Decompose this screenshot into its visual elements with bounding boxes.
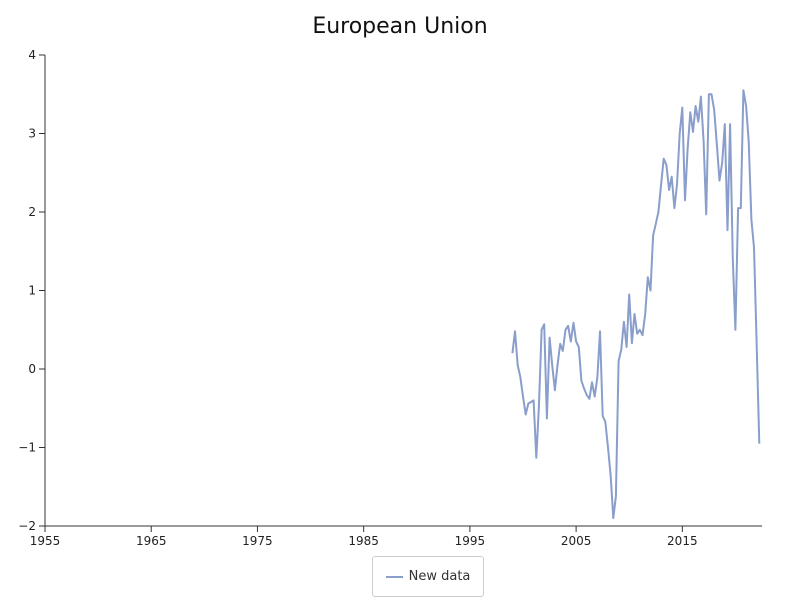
x-tick-label: 1985 bbox=[348, 534, 379, 548]
x-tick-label: 1975 bbox=[242, 534, 273, 548]
series-line-0 bbox=[511, 89, 761, 520]
y-tick-label: 1 bbox=[28, 284, 36, 298]
x-axis: 1955 1965 1975 1985 1995 2005 2015 bbox=[30, 525, 762, 548]
x-tick-label: 1965 bbox=[136, 534, 167, 548]
legend-label: New data bbox=[408, 569, 471, 584]
y-axis: −2 −1 0 1 2 3 4 bbox=[18, 48, 46, 533]
y-tick-label: 0 bbox=[28, 362, 36, 376]
y-tick-label: 4 bbox=[28, 48, 36, 62]
series-layer bbox=[511, 89, 761, 520]
x-tick-label: 1995 bbox=[455, 534, 486, 548]
x-tick-label: 2005 bbox=[561, 534, 592, 548]
y-tick-label: −1 bbox=[18, 441, 36, 455]
y-tick-label: 3 bbox=[28, 127, 36, 141]
chart-title: European Union bbox=[312, 14, 488, 39]
y-tick-label: −2 bbox=[18, 519, 36, 533]
x-tick-label: 2015 bbox=[667, 534, 698, 548]
x-tick-label: 1955 bbox=[30, 534, 61, 548]
legend-swatch bbox=[385, 575, 403, 578]
legend: New data bbox=[372, 556, 484, 597]
y-tick-label: 2 bbox=[28, 205, 36, 219]
